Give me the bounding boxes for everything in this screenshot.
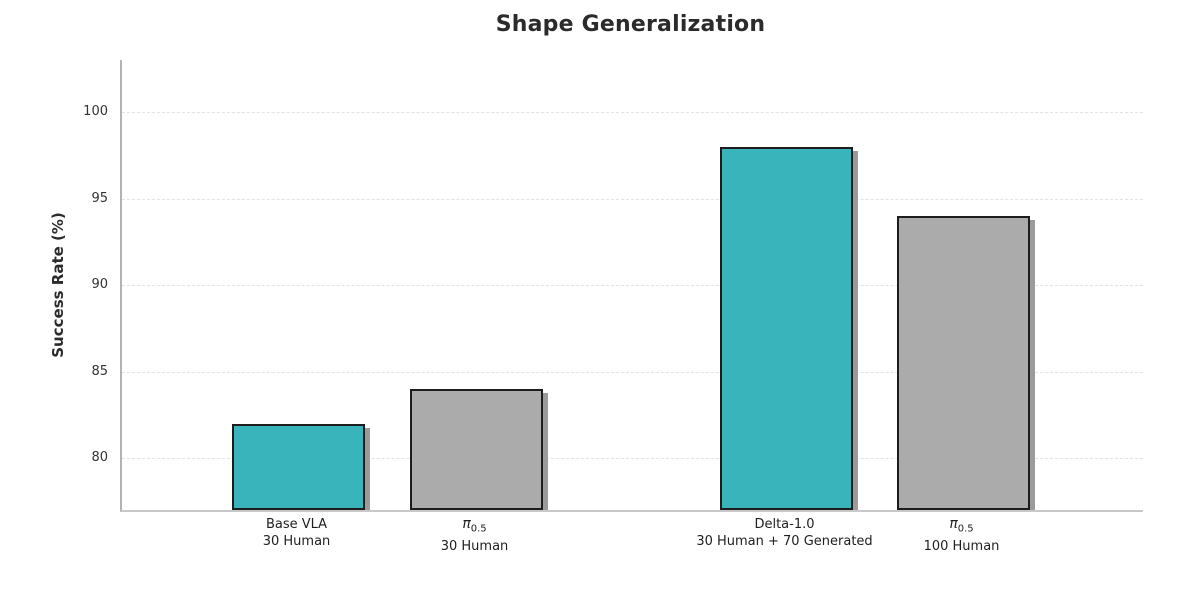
gridline-y-80 [122,458,1143,460]
x-tick-label-delta-1-0-30-human-70-generated: Delta-1.0 30 Human + 70 Generated [696,517,873,549]
x-tick-label-base-vla-30-human: Base VLA 30 Human [262,517,331,549]
gridline-y-100 [122,111,1143,113]
chart-title: Shape Generalization [495,12,766,37]
y-tick-label-100: 100 [83,103,108,119]
x-tick-label-0-5-30-human: π0.5 30 Human [440,516,509,554]
bar-delta-1-0-30-human-70-generated [720,146,853,510]
y-tick-label-90: 90 [91,277,108,292]
x-tick-label-0-5-100-human: π0.5 100 Human [923,516,1000,554]
bar-base-vla-30-human [232,423,365,510]
y-tick-label-80: 80 [91,450,108,466]
gridline-y-85 [122,371,1143,373]
y-tick-label-95: 95 [91,190,108,206]
gridline-y-90 [122,285,1143,286]
bar-0-5-100-human [897,215,1030,510]
gridline-y-95 [122,198,1143,200]
plot-area [120,60,1143,512]
y-tick-label-85: 85 [91,363,108,379]
bar-0-5-30-human [410,388,543,510]
